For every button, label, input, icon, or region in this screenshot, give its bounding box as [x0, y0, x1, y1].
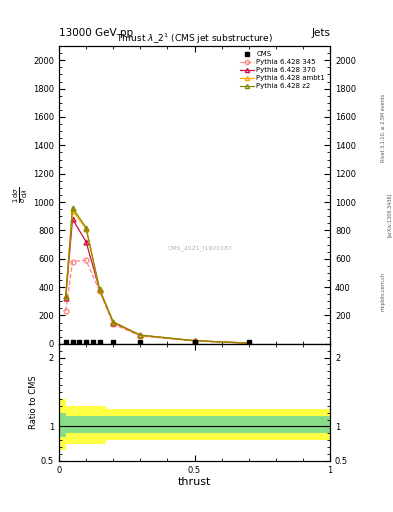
Legend: CMS, Pythia 6.428 345, Pythia 6.428 370, Pythia 6.428 ambt1, Pythia 6.428 z2: CMS, Pythia 6.428 345, Pythia 6.428 370,… — [238, 50, 327, 91]
Text: Jets: Jets — [311, 28, 330, 38]
Text: 13000 GeV pp: 13000 GeV pp — [59, 28, 133, 38]
Title: Thrust $\lambda\_2^1$ (CMS jet substructure): Thrust $\lambda\_2^1$ (CMS jet substruct… — [116, 32, 273, 46]
Y-axis label: $\frac{1}{\sigma}\frac{\mathrm{d}\sigma}{\mathrm{d}\lambda}$: $\frac{1}{\sigma}\frac{\mathrm{d}\sigma}… — [12, 187, 30, 203]
Y-axis label: Ratio to CMS: Ratio to CMS — [29, 375, 38, 429]
Text: CMS_2021_I1920187: CMS_2021_I1920187 — [167, 246, 232, 251]
Text: [arXiv:1306.3436]: [arXiv:1306.3436] — [387, 193, 391, 237]
X-axis label: thrust: thrust — [178, 477, 211, 487]
Text: mcplots.cern.ch: mcplots.cern.ch — [381, 272, 386, 311]
Text: Rivet 3.1.10, ≥ 2.5M events: Rivet 3.1.10, ≥ 2.5M events — [381, 94, 386, 162]
